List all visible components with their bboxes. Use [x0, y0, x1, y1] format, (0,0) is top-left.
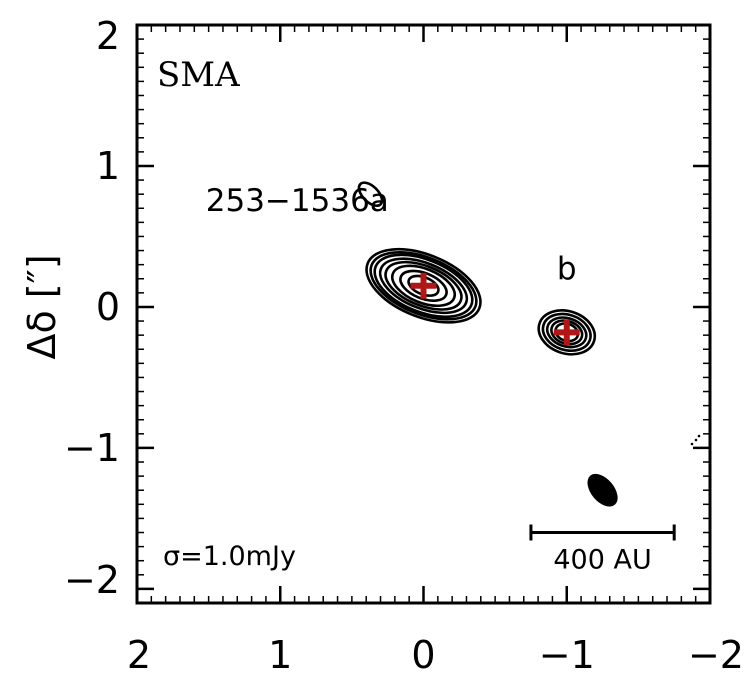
y-tick-label: 1: [96, 144, 120, 188]
noise-dot: [690, 442, 694, 446]
contour-level-b: [550, 319, 584, 346]
x-tick-label: 2: [127, 633, 151, 677]
contour-level-a: [384, 260, 463, 311]
contour-level-a: [373, 253, 474, 319]
source-label: 253−1536a: [206, 183, 389, 219]
y-axis-label: Δδ [″]: [20, 254, 64, 359]
contour-level-b: [537, 309, 597, 356]
y-tick-label: 2: [96, 14, 120, 58]
y-tick-label: 0: [96, 285, 120, 329]
x-tick-label: −2: [688, 633, 744, 677]
contour-level-b: [545, 316, 588, 349]
source-marker: [553, 319, 580, 346]
beam-ellipse: [587, 473, 618, 507]
noise-dot: [697, 434, 701, 438]
x-tick-label: −1: [539, 633, 595, 677]
y-tick-label: −1: [64, 426, 120, 470]
x-tick-label: 1: [268, 633, 292, 677]
scale-bar-label: 400 AU: [553, 545, 651, 576]
y-tick-label: −2: [64, 558, 120, 602]
noise-label: σ=1.0mJy: [163, 541, 296, 572]
contour-level-a: [399, 269, 448, 302]
contour-level-a: [378, 257, 469, 315]
source-label: b: [557, 251, 577, 287]
contour-level-a: [391, 264, 456, 308]
source-marker: [410, 272, 437, 299]
x-tick-label: 0: [411, 633, 435, 677]
noise-dot: [694, 438, 698, 442]
contour-level-a: [365, 247, 482, 324]
contour-level-a: [369, 251, 478, 321]
contour-level-a: [407, 274, 440, 297]
contour-level-noise: [357, 181, 384, 207]
panel-label: SMA: [157, 55, 240, 95]
contour-level-b: [541, 312, 592, 352]
